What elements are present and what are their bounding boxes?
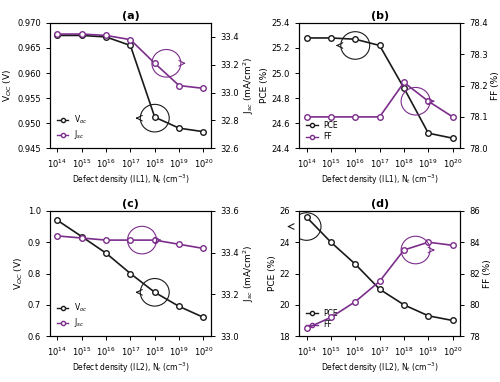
Y-axis label: FF (%): FF (%) [490, 71, 500, 100]
Legend: PCE, FF: PCE, FF [303, 306, 342, 332]
Title: (d): (d) [370, 199, 388, 209]
X-axis label: Defect density (IL1), N$_t$ (cm$^{-3}$): Defect density (IL1), N$_t$ (cm$^{-3}$) [72, 172, 190, 187]
Legend: V$_{oc}$, J$_{sc}$: V$_{oc}$, J$_{sc}$ [54, 298, 91, 332]
Y-axis label: PCE (%): PCE (%) [268, 256, 277, 291]
Y-axis label: J$_{sc}$ (mA/cm$^{2}$): J$_{sc}$ (mA/cm$^{2}$) [242, 245, 256, 302]
Y-axis label: V$_{OC}$ (V): V$_{OC}$ (V) [12, 257, 25, 290]
Legend: V$_{oc}$, J$_{sc}$: V$_{oc}$, J$_{sc}$ [54, 110, 91, 144]
Y-axis label: PCE (%): PCE (%) [260, 68, 269, 104]
Y-axis label: J$_{sc}$ (mA/cm$^{2}$): J$_{sc}$ (mA/cm$^{2}$) [241, 57, 256, 114]
X-axis label: Defect density (IL2), N$_t$ (cm$^{-3}$): Defect density (IL2), N$_t$ (cm$^{-3}$) [320, 360, 438, 375]
X-axis label: Defect density (IL2), N$_t$ (cm$^{-3}$): Defect density (IL2), N$_t$ (cm$^{-3}$) [72, 360, 190, 375]
Y-axis label: V$_{OC}$ (V): V$_{OC}$ (V) [2, 69, 14, 102]
Title: (b): (b) [370, 11, 388, 21]
X-axis label: Defect density (IL1), N$_t$ (cm$^{-3}$): Defect density (IL1), N$_t$ (cm$^{-3}$) [320, 172, 438, 187]
Title: (c): (c) [122, 199, 139, 209]
Y-axis label: FF (%): FF (%) [482, 259, 492, 288]
Legend: PCE, FF: PCE, FF [303, 118, 342, 144]
Title: (a): (a) [122, 11, 140, 21]
